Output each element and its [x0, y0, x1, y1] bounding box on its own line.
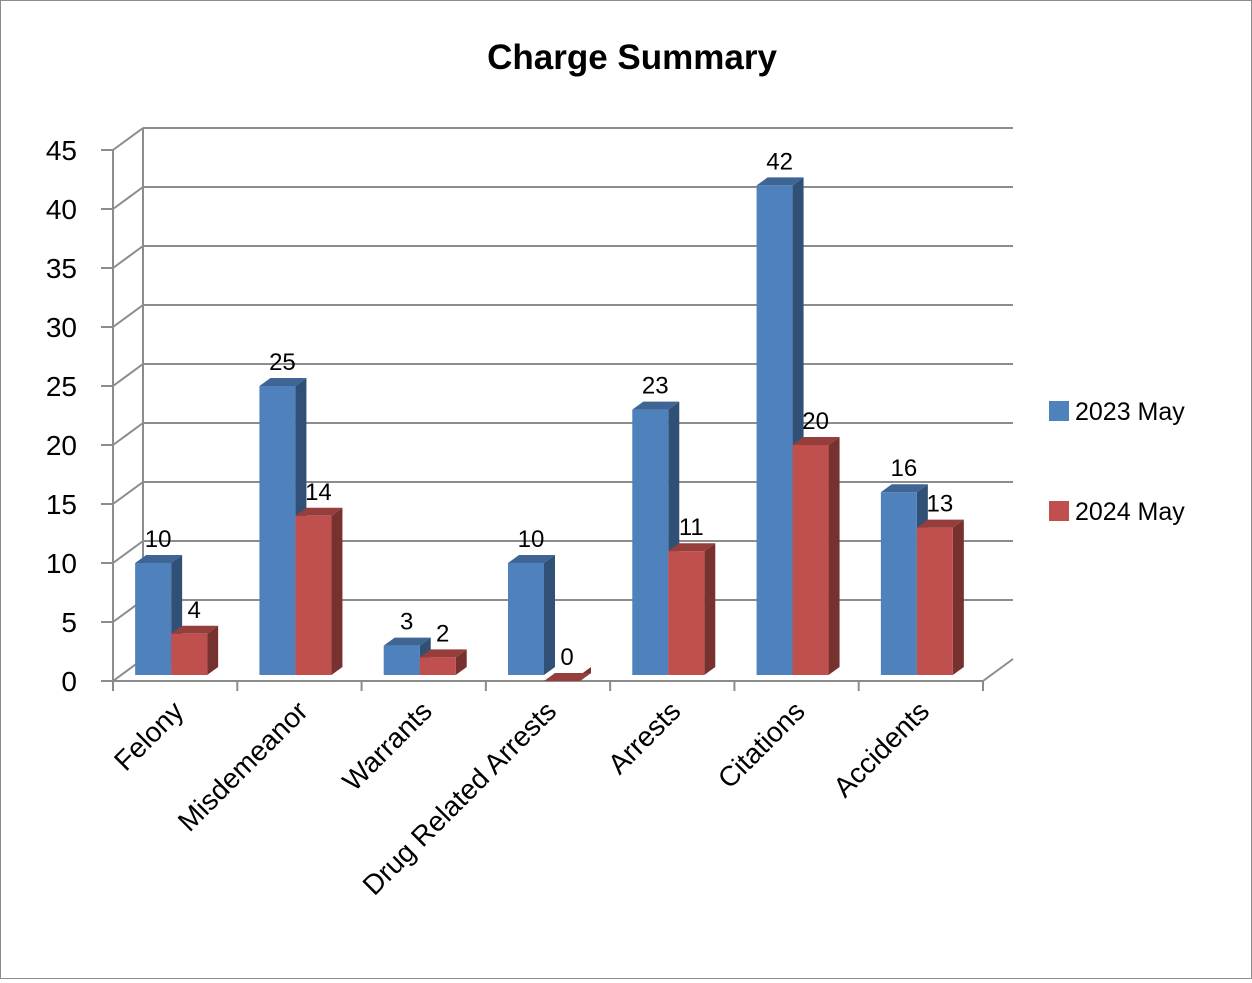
bar-front [632, 409, 669, 675]
bar-front [880, 492, 917, 675]
y-tick-label: 45 [46, 135, 77, 166]
bar-front [295, 515, 332, 675]
y-tick-label: 40 [46, 194, 77, 225]
x-tick-label: Felony [108, 695, 189, 776]
gridline-side [112, 481, 144, 505]
bar-top [383, 637, 431, 646]
bar-front [135, 563, 172, 675]
bar-top [508, 555, 555, 563]
data-label: 16 [891, 455, 918, 482]
bar [508, 555, 555, 675]
bar-top [171, 625, 219, 634]
bar-front [259, 386, 296, 675]
chart-title: Charge Summary [487, 38, 777, 77]
gridlines [112, 127, 1013, 682]
bar-top [259, 378, 307, 386]
bar-top [135, 555, 183, 563]
bar-front [756, 185, 793, 675]
y-tick-label: 35 [46, 253, 77, 284]
y-tick-label: 0 [61, 666, 77, 697]
gridline-side [112, 304, 144, 328]
x-tick-label: Citations [712, 695, 811, 794]
floor-right-edge [982, 658, 1014, 682]
x-tick-label: Warrants [336, 695, 438, 797]
legend-label: 2023 May [1075, 398, 1185, 426]
bar-top [632, 401, 680, 410]
bar-top [295, 507, 343, 516]
bar-side [952, 519, 964, 675]
bar [792, 437, 840, 675]
x-tick-label: Misdemeanor [172, 695, 314, 837]
bar-front [792, 445, 829, 675]
legend-swatch [1049, 401, 1069, 421]
bar-front [916, 527, 953, 675]
data-label: 11 [679, 514, 704, 541]
y-tick-label: 15 [46, 489, 77, 520]
bar-side [544, 555, 555, 675]
gridline-side [112, 245, 144, 269]
bar [295, 507, 343, 675]
y-tick-label: 20 [46, 430, 77, 461]
gridline-side [112, 127, 144, 151]
y-tick-label: 5 [61, 607, 77, 638]
data-label: 13 [927, 491, 954, 518]
y-tick-label: 10 [46, 548, 77, 579]
bar-side [207, 625, 219, 675]
legend-label: 2024 May [1075, 498, 1185, 526]
data-label: 23 [642, 373, 669, 400]
data-label: 10 [145, 526, 172, 553]
bar-top [419, 649, 467, 658]
bar-top [880, 484, 928, 493]
legend: 2023 May 2024 May [1049, 398, 1185, 526]
bar [171, 625, 219, 675]
bar-front [171, 633, 208, 675]
x-tick-label: Accidents [827, 695, 935, 803]
data-label: 0 [560, 644, 573, 671]
bar-top [792, 437, 840, 445]
legend-swatch [1049, 501, 1069, 521]
gridline-side [112, 422, 144, 446]
data-labels: 10 4 25 14 3 2 10 0 23 11 42 20 16 13 [145, 148, 953, 671]
bar-front [383, 645, 420, 675]
y-tick-label: 25 [46, 371, 77, 402]
data-label: 42 [766, 148, 793, 175]
bar-side [828, 437, 840, 675]
data-label: 20 [802, 408, 829, 435]
data-label: 3 [400, 609, 413, 636]
bar [668, 543, 716, 675]
bar-front [668, 551, 705, 675]
bar-side [704, 543, 716, 675]
data-label: 25 [269, 349, 296, 376]
data-label: 2 [436, 620, 449, 647]
bars [135, 177, 964, 681]
data-label: 10 [518, 526, 545, 553]
bar-top [916, 519, 964, 528]
y-tick-label: 30 [46, 312, 77, 343]
gridline-side [112, 540, 144, 564]
gridline-side [112, 363, 144, 387]
bar-top [668, 543, 716, 552]
bar-side [455, 649, 467, 675]
bar-front [508, 563, 544, 675]
bar-top [544, 673, 591, 681]
data-label: 4 [187, 597, 200, 624]
bar [544, 667, 591, 681]
gridline-side [112, 186, 144, 210]
bar [419, 649, 467, 675]
x-tick-label: Arrests [602, 695, 687, 780]
bar [916, 519, 964, 675]
data-label: 14 [305, 479, 332, 506]
bar-top [756, 177, 804, 186]
bar-side [331, 507, 343, 675]
bar-front [419, 657, 456, 675]
